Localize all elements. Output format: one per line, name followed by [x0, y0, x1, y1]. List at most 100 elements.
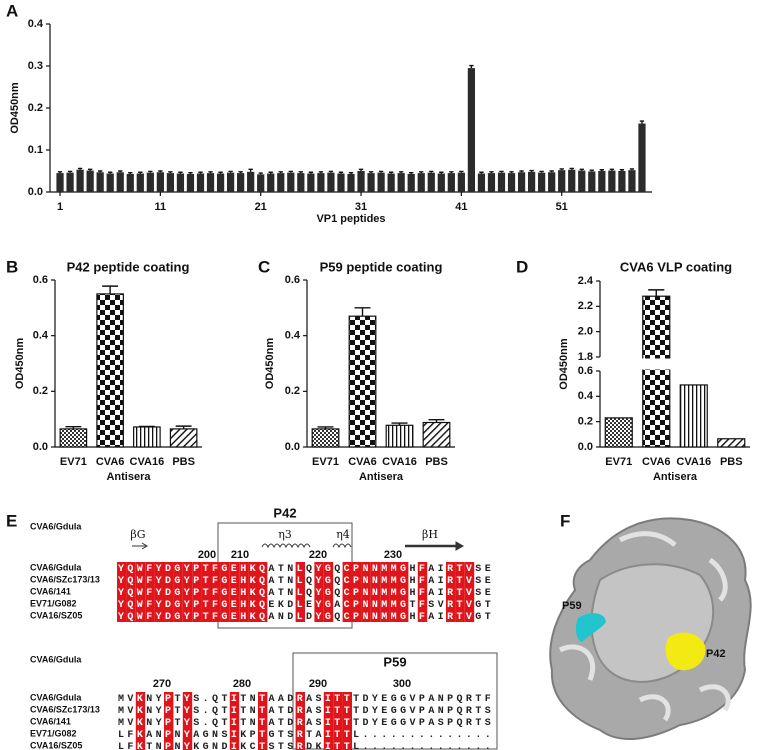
conserved-column	[295, 562, 305, 622]
error-bar	[449, 171, 454, 174]
error-bar	[589, 169, 594, 172]
error-bar	[97, 170, 103, 173]
y-axis-label: OD450nm	[558, 338, 570, 390]
bar	[588, 171, 596, 192]
peptide-label: P42	[273, 505, 296, 520]
bar	[226, 172, 235, 192]
conserved-column	[295, 692, 305, 750]
bar	[517, 172, 526, 192]
y-tick-label: 0.4	[285, 330, 301, 342]
conserved-column	[323, 562, 334, 622]
error-bar	[118, 170, 123, 173]
conserved-column	[464, 562, 475, 622]
conserved-column	[417, 562, 428, 622]
error-bar	[358, 168, 364, 171]
bar	[116, 172, 124, 192]
error-bar	[338, 171, 344, 174]
bar	[367, 173, 375, 192]
x-tick-label: 11	[155, 201, 167, 213]
structure-label: η4	[336, 528, 350, 541]
panel-label: E	[6, 511, 17, 530]
conserved-column	[455, 562, 465, 622]
x-tick-label: 41	[455, 201, 467, 213]
y-tick-label: 1.8	[578, 351, 593, 363]
conserved-column	[182, 692, 193, 750]
x-tick-label: 21	[255, 201, 267, 213]
residue-number: 280	[233, 678, 251, 690]
bar	[257, 174, 265, 192]
axis-break-gap	[602, 358, 752, 370]
x-axis-label: Antisera	[106, 471, 151, 483]
conserved-column	[135, 692, 146, 750]
bar	[348, 315, 377, 448]
error-bar	[619, 169, 625, 171]
x-tick-label: 31	[355, 201, 367, 213]
structure-label: βG	[130, 528, 145, 541]
bar	[206, 173, 215, 192]
bar	[417, 173, 425, 192]
error-bar	[489, 171, 494, 174]
bar	[311, 428, 340, 448]
y-tick-label: 2.0	[578, 326, 593, 338]
y-tick-label: 0.2	[578, 416, 593, 428]
chart-title: CVA6 VLP coating	[620, 259, 732, 274]
error-bar	[188, 171, 193, 174]
conserved-column	[446, 562, 456, 622]
y-tick-label: 0.6	[285, 274, 300, 286]
y-tick-label: 0.4	[28, 18, 44, 30]
y-tick-label: 0.2	[33, 385, 48, 397]
error-bar	[639, 120, 645, 124]
bar	[507, 173, 516, 192]
error-bar	[519, 170, 524, 173]
sequence-name: CVA6/SZc173/13	[30, 704, 100, 714]
error-bar	[629, 168, 635, 171]
x-tick-label: CVA6	[642, 456, 671, 468]
bar	[196, 173, 205, 192]
y-tick-label: 0.0	[28, 186, 43, 198]
bar	[297, 173, 305, 192]
x-tick-label: CVA6	[96, 456, 125, 468]
error-bar	[549, 170, 554, 173]
sequence-name: CVA6/141	[30, 586, 71, 596]
structure-label: P42	[706, 648, 726, 660]
error-bar	[148, 170, 153, 173]
bar	[156, 172, 164, 192]
conserved-column	[239, 562, 249, 622]
bar	[717, 438, 746, 448]
conserved-column	[258, 692, 268, 750]
bar	[527, 171, 536, 192]
bar	[397, 173, 405, 192]
conserved-column	[248, 562, 258, 622]
x-tick-label: CVA16	[130, 456, 165, 468]
conserved-column	[361, 562, 371, 622]
conserved-column	[192, 562, 202, 622]
sequence: YQWFYDGYPTFGEHKQATNLQYGQCPNNMMGHFAIRTVSE	[118, 564, 494, 575]
error-bar	[218, 171, 223, 174]
y-axis-label: OD450nm	[14, 338, 26, 390]
conserved-column	[164, 562, 174, 622]
bar	[477, 173, 486, 192]
y-tick-label: 0.4	[578, 390, 594, 402]
conserved-column	[342, 692, 352, 750]
bar	[247, 171, 255, 192]
conserved-column	[211, 562, 221, 622]
bar	[568, 169, 576, 192]
structure-label: βH	[422, 528, 438, 541]
error-bar	[429, 170, 434, 173]
x-tick-label: CVA16	[382, 456, 417, 468]
y-tick-label: 0.6	[578, 365, 593, 377]
bar	[337, 173, 345, 192]
error-bar	[87, 168, 93, 171]
error-bar	[238, 171, 243, 174]
bar	[578, 170, 586, 192]
bar	[126, 173, 134, 192]
peptide-box	[292, 652, 498, 750]
bar	[538, 172, 546, 192]
x-axis-label: Antisera	[653, 471, 698, 483]
sequence: YQWFYDGYPTFGEHKQATNLQYGQCPNNMMGHFAIRTVSE	[118, 576, 494, 587]
panel-label: B	[6, 257, 18, 276]
panel-label: A	[6, 1, 18, 20]
x-tick-label: CVA16	[676, 456, 711, 468]
error-bar	[168, 171, 173, 174]
